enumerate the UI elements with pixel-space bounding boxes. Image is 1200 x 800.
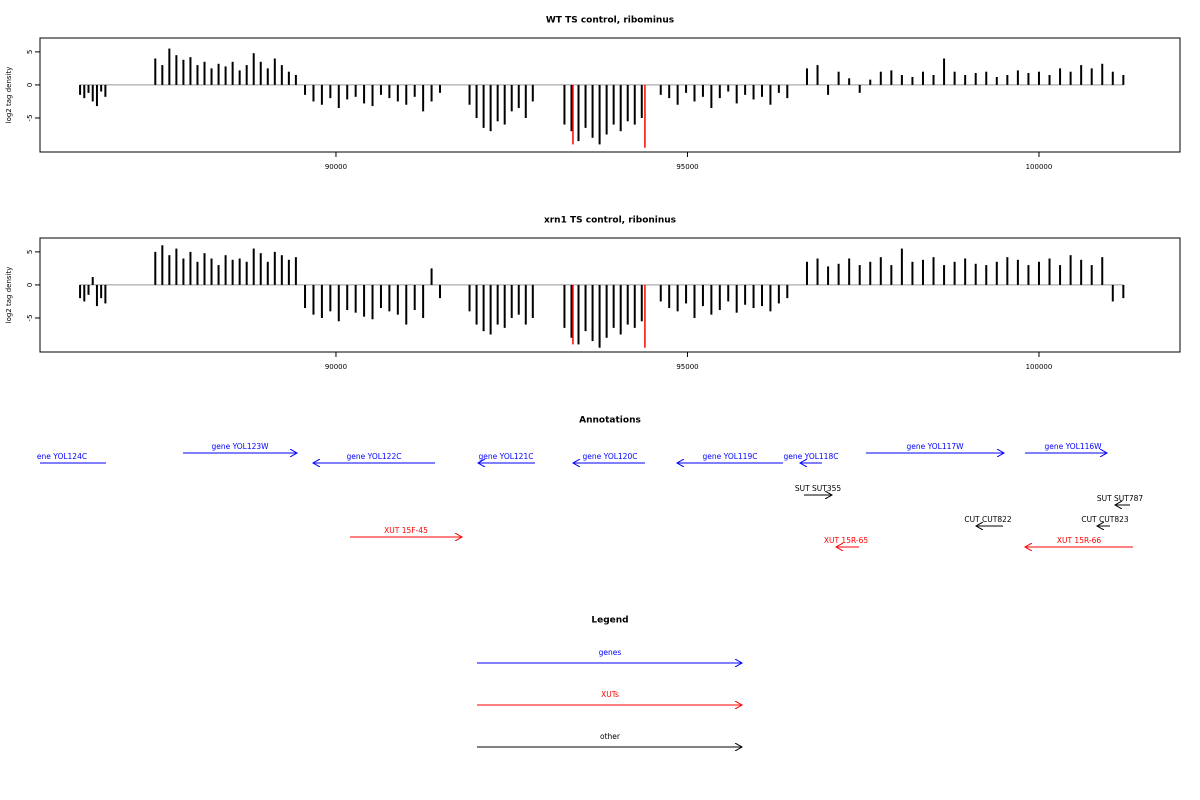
x-tick-label: 90000 <box>325 163 347 171</box>
x-tick-label: 90000 <box>325 363 347 371</box>
x-tick-label: 95000 <box>676 363 698 371</box>
feature-label: gene YOL119C <box>703 452 758 461</box>
feature-label: XUT 15R-65 <box>824 536 869 545</box>
plot-frame <box>39 37 1181 153</box>
y-axis-label: log2 tag density <box>5 267 13 324</box>
feature-label: XUT 15F-45 <box>384 526 428 535</box>
feature-label: gene YOL117W <box>906 442 964 451</box>
feature-label: gene YOL116W <box>1044 442 1102 451</box>
feature-label: gene YOL122C <box>347 452 402 461</box>
y-tick-label: -5 <box>26 114 34 121</box>
legend-label: genes <box>599 648 622 657</box>
y-tick-label: 0 <box>26 283 34 287</box>
x-tick-label: 100000 <box>1026 363 1053 371</box>
feature-label: CUT CUT823 <box>1081 515 1129 524</box>
feature-label: gene YOL120C <box>583 452 638 461</box>
x-tick-label: 95000 <box>676 163 698 171</box>
chart-title: WT TS control, ribominus <box>546 16 674 26</box>
feature-label: SUT SUT787 <box>1097 494 1144 503</box>
legend-title: Legend <box>591 616 628 626</box>
feature-label: gene YOL118C <box>784 452 839 461</box>
feature-label: ene YOL124C <box>37 452 87 461</box>
chart-title: xrn1 TS control, riboninus <box>544 216 676 226</box>
y-tick-label: 5 <box>26 250 34 254</box>
plot-frame <box>39 237 1181 353</box>
annotations-title: Annotations <box>579 416 641 426</box>
x-tick-label: 100000 <box>1026 163 1053 171</box>
legend-label: other <box>600 732 621 741</box>
feature-label: XUT 15R-66 <box>1057 536 1102 545</box>
legend-label: XUTs <box>601 690 619 699</box>
feature-label: CUT CUT822 <box>964 515 1012 524</box>
feature-label: SUT SUT355 <box>795 484 842 493</box>
feature-label: gene YOL121C <box>479 452 534 461</box>
y-tick-label: 5 <box>26 50 34 54</box>
y-axis-label: log2 tag density <box>5 67 13 124</box>
y-tick-label: 0 <box>26 83 34 87</box>
feature-label: gene YOL123W <box>211 442 269 451</box>
y-tick-label: -5 <box>26 314 34 321</box>
